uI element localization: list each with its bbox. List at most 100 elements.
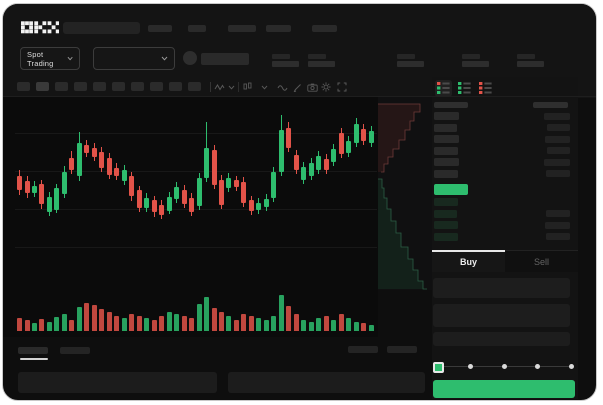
orders-panel-placeholder[interactable] (18, 372, 217, 393)
tab-sell[interactable]: Sell (505, 250, 578, 272)
order-book-row[interactable] (434, 146, 570, 155)
volume-bar (308, 322, 314, 331)
slider-stop-dot[interactable] (501, 364, 507, 369)
order-book-row[interactable] (434, 135, 570, 143)
candle-body (316, 156, 322, 170)
candle-body (114, 168, 120, 176)
timeframe-button[interactable] (93, 82, 106, 91)
pair-name-placeholder[interactable] (201, 53, 249, 65)
orderbook-asks-icon[interactable] (479, 82, 492, 94)
wave-icon[interactable] (277, 84, 288, 91)
chevron-down-icon[interactable] (228, 85, 235, 90)
order-book-row[interactable] (434, 221, 570, 229)
order-price-bar (434, 158, 459, 166)
timeframe-button[interactable] (55, 82, 68, 91)
market-type-dropdown[interactable]: Spot Trading (20, 47, 80, 70)
timeframe-button[interactable] (36, 82, 49, 91)
stat-value-placeholder (397, 61, 424, 67)
chevron-down-icon (161, 56, 168, 61)
candle-body (106, 158, 112, 175)
order-book-row[interactable] (434, 123, 570, 132)
order-amount-bar (545, 221, 570, 229)
pair-filter-dropdown[interactable] (93, 47, 175, 70)
timeframe-button[interactable] (131, 82, 144, 91)
nav-item[interactable] (228, 25, 256, 32)
slider-stop-dot[interactable] (468, 364, 473, 369)
slider-handle[interactable] (432, 362, 444, 373)
slider-stop-dot[interactable] (535, 364, 540, 369)
volume-bar (241, 314, 247, 331)
order-book-row[interactable] (434, 198, 570, 206)
camera-icon[interactable] (307, 83, 318, 92)
price-input[interactable] (433, 278, 570, 298)
volume-bar (114, 316, 120, 331)
timeframe-button[interactable] (188, 82, 201, 91)
order-book-row[interactable] (434, 209, 570, 218)
amount-input[interactable] (433, 304, 570, 327)
nav-item[interactable] (148, 25, 172, 32)
timeframe-button[interactable] (112, 82, 125, 91)
slider-stop-dot[interactable] (568, 364, 574, 369)
orderbook-bids-icon[interactable] (458, 82, 471, 94)
settings-gear-icon[interactable] (321, 82, 331, 92)
orderbook-combined-icon[interactable] (437, 82, 450, 94)
volume-bar (331, 320, 337, 331)
fullscreen-icon[interactable] (337, 82, 347, 92)
volume-bar (144, 318, 150, 331)
order-price-bar (434, 146, 458, 155)
order-amount-bar (546, 170, 570, 177)
candle-body (54, 188, 60, 210)
order-book-row[interactable] (434, 158, 570, 166)
candle-body (17, 176, 22, 190)
candle-body (144, 198, 150, 208)
chevron-down-icon[interactable] (261, 85, 268, 90)
volume-bar (211, 308, 217, 331)
tab-buy[interactable]: Buy (432, 250, 505, 272)
history-panel-placeholder[interactable] (228, 372, 425, 393)
timeframe-button[interactable] (169, 82, 182, 91)
candle-body (136, 190, 142, 208)
nav-item[interactable] (188, 25, 206, 32)
chart-footer-action[interactable] (348, 346, 378, 353)
volume-bar (219, 312, 224, 331)
draw-icon[interactable] (293, 82, 303, 92)
total-input[interactable] (433, 332, 570, 346)
coin-avatar (183, 51, 197, 65)
order-book-row[interactable] (434, 112, 570, 120)
last-price-badge[interactable] (434, 184, 468, 195)
nav-item[interactable] (312, 25, 337, 32)
order-book-row[interactable] (434, 169, 570, 178)
timeframe-button[interactable] (74, 82, 87, 91)
order-amount-bar (546, 233, 570, 240)
asks-list (434, 112, 570, 181)
timeframe-button[interactable] (150, 82, 163, 91)
candle-body (39, 184, 45, 204)
depth-chart-panel (378, 97, 432, 290)
chart-footer-tab[interactable] (18, 347, 48, 354)
nav-item[interactable] (266, 25, 291, 32)
volume-bar (159, 316, 165, 331)
chevron-down-icon (67, 56, 73, 61)
indicator-icon[interactable] (214, 83, 225, 91)
stat-value-placeholder (462, 61, 489, 67)
volume-bar (301, 320, 307, 331)
volume-bar (248, 316, 254, 331)
okx-logo[interactable] (21, 21, 59, 34)
buy-submit-button[interactable] (433, 380, 575, 398)
chart-footer-action[interactable] (387, 346, 417, 353)
volume-bar (323, 316, 329, 331)
search-input[interactable] (63, 22, 140, 34)
volume-bar (61, 314, 67, 331)
timeframe-button[interactable] (17, 82, 30, 91)
amount-percent-slider[interactable] (432, 360, 575, 374)
volume-bar (346, 318, 352, 331)
order-book-row[interactable] (434, 232, 570, 241)
stat-value-placeholder (517, 61, 544, 67)
volume-bar (278, 295, 284, 331)
candle-body (248, 200, 254, 211)
candle-style-icon[interactable] (243, 82, 252, 92)
order-price-bar (434, 209, 457, 218)
chart-footer-tab[interactable] (60, 347, 90, 354)
candle-body (271, 172, 277, 198)
toolbar-separator (210, 82, 211, 92)
